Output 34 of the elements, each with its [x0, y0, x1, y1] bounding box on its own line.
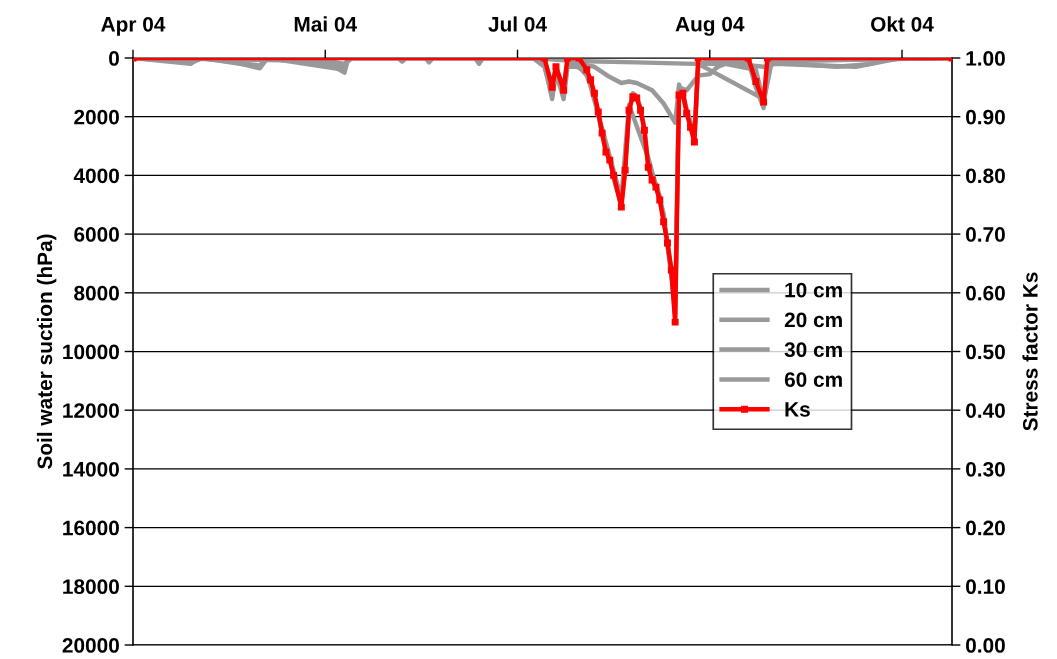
y2-tick-label: 0.10: [966, 579, 1005, 595]
y-tick-label: 6000: [74, 227, 119, 242]
y2-tick-label: 0.00: [966, 638, 1005, 653]
y-tick-label: 2000: [74, 109, 119, 125]
y-tick-label: 14000: [63, 461, 119, 477]
y-tick-label: 20000: [62, 638, 119, 653]
y2-tick-label: 0.80: [966, 168, 1005, 184]
x-tick-label: Okt 04: [871, 16, 934, 32]
legend-label: 10 cm: [785, 282, 842, 298]
y-tick-label: 0: [109, 51, 119, 66]
y-tick-label: 16000: [63, 520, 119, 536]
y2-tick-label: 0.30: [966, 461, 1005, 477]
y-tick-label: 18000: [63, 579, 119, 595]
x-tick-label: Aug 04: [675, 16, 745, 36]
y-tick-label: 8000: [74, 285, 119, 301]
y2-tick-label: 0.20: [966, 520, 1005, 536]
x-tick-label: Apr 04: [101, 16, 166, 36]
legend-label: 20 cm: [784, 312, 842, 328]
legend-label: 60 cm: [784, 372, 842, 387]
y-axis-title: Soil water suction (hPa): [36, 234, 57, 469]
y2-tick-label: 0.70: [966, 227, 1005, 242]
y2-tick-label: 0.40: [966, 403, 1005, 418]
y2-tick-label: 0.90: [966, 109, 1005, 125]
y2-tick-label: 0.60: [966, 285, 1005, 301]
x-tick-label: Jul 04: [488, 16, 547, 32]
y-tick-label: 4000: [73, 168, 119, 184]
y2-tick-label: 1.00: [966, 51, 1005, 66]
legend-label: 30 cm: [784, 342, 842, 358]
legend-label: Ks: [785, 402, 810, 417]
y2-axis-title: Stress factor Ks: [1022, 272, 1038, 431]
y-tick-label: 12000: [63, 403, 119, 418]
y-tick-label: 10000: [63, 344, 119, 360]
x-tick-label: Mai 04: [294, 16, 357, 32]
y2-tick-label: 0.50: [966, 344, 1005, 360]
